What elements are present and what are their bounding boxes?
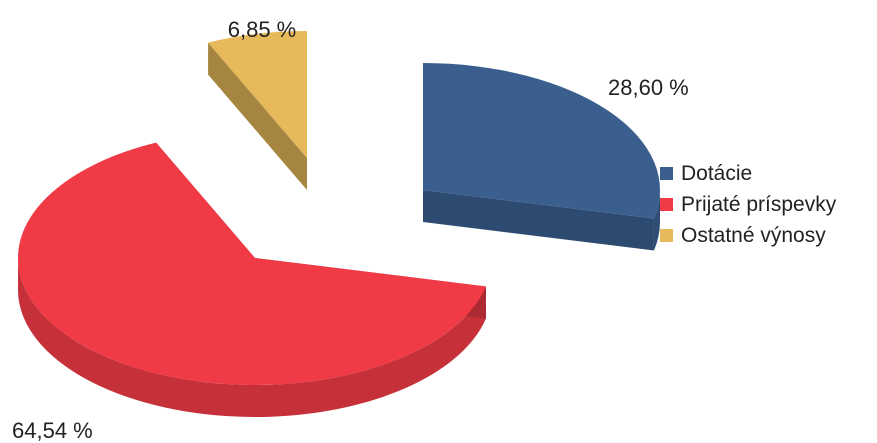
pie-slice-top-prijate-prispevky <box>17 142 486 385</box>
legend-label-prijate-prispevky: Prijaté príspevky <box>681 192 837 216</box>
legend-swatch-dotacie <box>660 167 673 180</box>
data-label-dotacie: 28,60 % <box>608 75 689 100</box>
pie-slice-face-ostatne-vynosy <box>208 42 307 191</box>
pie-slice-dotacie <box>423 63 660 251</box>
data-label-prijate-prispevky: 64,54 % <box>12 418 93 443</box>
pie-slice-side-dotacie <box>653 190 660 251</box>
pie-slice-face-dotacie <box>423 190 654 251</box>
legend-item-dotacie: Dotácie <box>660 158 836 189</box>
data-label-ostatne-vynosy: 6,85 % <box>228 17 297 42</box>
pie-slice-top-ostatne-vynosy <box>208 31 307 158</box>
legend-swatch-ostatne-vynosy <box>660 229 673 242</box>
legend-label-ostatne-vynosy: Ostatné výnosy <box>681 223 826 247</box>
chart-legend: Dotácie Prijaté príspevky Ostatné výnosy <box>660 158 836 251</box>
pie-slice-top-dotacie <box>423 63 660 219</box>
pie-slice-ostatne-vynosy <box>208 31 307 191</box>
legend-item-prijate-prispevky: Prijaté príspevky <box>660 189 836 220</box>
pie-slice-prijate-prispevky <box>17 142 486 417</box>
legend-label-dotacie: Dotácie <box>681 161 753 185</box>
pie-slice-side-prijate-prispevky <box>18 258 486 417</box>
legend-swatch-prijate-prispevky <box>660 198 673 211</box>
legend-item-ostatne-vynosy: Ostatné výnosy <box>660 220 836 251</box>
